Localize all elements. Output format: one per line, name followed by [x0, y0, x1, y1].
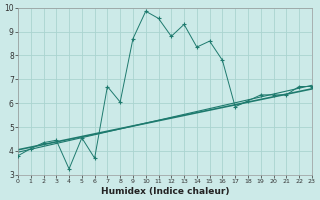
X-axis label: Humidex (Indice chaleur): Humidex (Indice chaleur) — [101, 187, 229, 196]
